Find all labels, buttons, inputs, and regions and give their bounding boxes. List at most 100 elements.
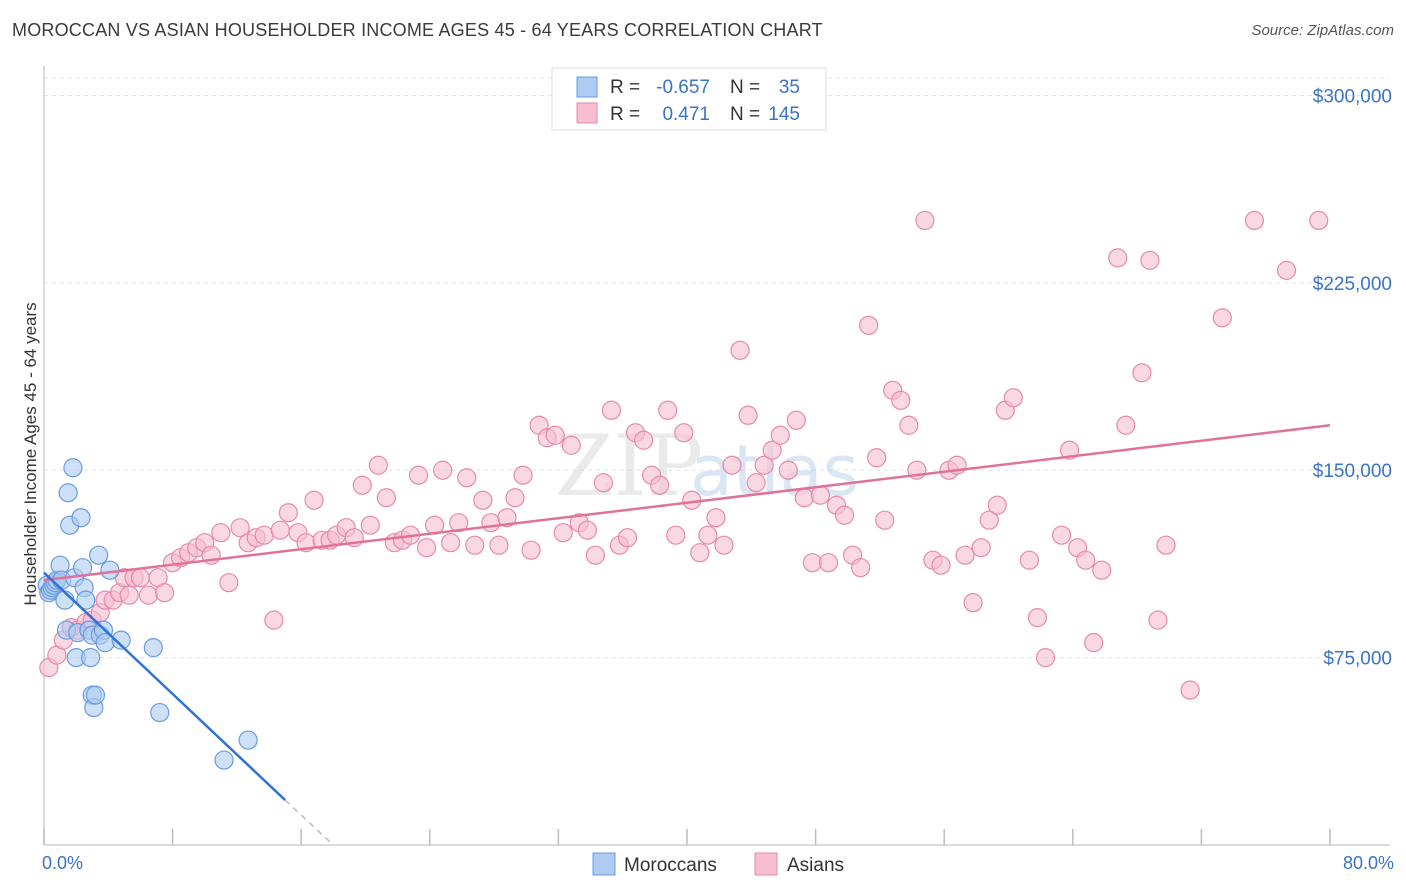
point-moroccans — [214, 750, 234, 770]
y-tick-label: $150,000 — [1313, 461, 1392, 482]
point-moroccans — [100, 560, 120, 580]
point-asians — [230, 518, 250, 538]
trend-lines — [43, 424, 1331, 846]
bottom-legend-swatch-moroccans — [592, 852, 616, 876]
y-axis-label: Householder Income Ages 45 - 64 years — [21, 302, 40, 605]
point-asians — [489, 535, 509, 555]
point-moroccans — [76, 590, 96, 610]
point-asians — [1019, 550, 1039, 570]
point-asians — [130, 568, 151, 588]
point-moroccans — [89, 545, 109, 565]
legend-r-value-asians: 0.471 — [662, 104, 710, 125]
point-asians — [802, 553, 822, 573]
point-asians — [818, 553, 839, 573]
point-asians — [1027, 608, 1048, 628]
point-asians — [497, 508, 517, 528]
legend-r-label: R = — [610, 77, 640, 98]
point-asians — [859, 315, 879, 335]
point-asians — [593, 473, 614, 493]
legend-n-label: N = — [730, 77, 760, 98]
point-asians — [867, 448, 887, 468]
point-asians — [698, 525, 718, 545]
legend-swatch-moroccans — [576, 76, 598, 98]
point-asians — [553, 523, 573, 543]
point-asians — [457, 468, 477, 488]
point-asians — [278, 503, 298, 523]
point-asians — [674, 423, 694, 443]
grid-lines — [44, 77, 1390, 659]
point-asians — [762, 440, 782, 460]
point-asians — [1276, 260, 1297, 280]
point-asians — [433, 460, 453, 480]
point-asians — [666, 525, 686, 545]
point-moroccans — [71, 508, 91, 528]
point-asians — [1132, 363, 1152, 383]
legend-r-value-moroccans: -0.657 — [656, 77, 710, 98]
point-moroccans — [150, 702, 170, 723]
point-asians — [270, 520, 290, 540]
point-asians — [706, 508, 726, 528]
x-tick-label-min: 0.0% — [42, 853, 83, 873]
trend-line-moroccans — [43, 571, 286, 801]
point-asians — [786, 410, 806, 430]
point-asians — [601, 400, 622, 420]
point-asians — [1140, 250, 1160, 270]
y-tick-label: $300,000 — [1313, 86, 1392, 107]
point-asians — [971, 538, 991, 558]
point-asians — [899, 415, 919, 435]
point-asians — [473, 490, 493, 510]
point-asians — [219, 573, 239, 593]
point-asians — [633, 430, 654, 450]
point-asians — [979, 510, 999, 530]
point-moroccans — [63, 458, 83, 478]
point-asians — [658, 400, 678, 420]
point-asians — [1156, 535, 1176, 555]
point-asians — [730, 340, 750, 360]
point-asians — [304, 490, 324, 510]
point-asians — [505, 488, 525, 508]
bottom-legend-label-asians: Asians — [787, 855, 844, 876]
point-asians — [891, 390, 911, 410]
point-asians — [119, 585, 139, 605]
point-asians — [1035, 648, 1056, 668]
point-asians — [1212, 308, 1232, 328]
legend-swatch-asians — [576, 102, 598, 124]
point-asians — [1059, 440, 1080, 460]
point-asians — [778, 460, 798, 480]
legend-box: R = -0.657 N = 35 R = 0.471 N = 145 — [551, 67, 827, 131]
point-asians — [368, 455, 388, 475]
x-tick-label-max: 80.0% — [1343, 853, 1394, 873]
point-asians — [211, 523, 231, 543]
point-asians — [1148, 610, 1168, 630]
point-asians — [738, 405, 758, 425]
point-asians — [138, 585, 159, 605]
point-asians — [834, 505, 855, 525]
point-asians — [1180, 680, 1200, 700]
point-asians — [875, 510, 895, 530]
axes — [43, 66, 1390, 846]
point-asians — [1076, 550, 1096, 570]
legend-n-label: N = — [730, 104, 760, 125]
point-asians — [449, 513, 469, 533]
point-asians — [1084, 633, 1104, 653]
y-tick-label: $225,000 — [1313, 274, 1392, 295]
point-asians — [360, 515, 380, 535]
point-asians — [416, 538, 437, 558]
point-asians — [810, 485, 831, 505]
bottom-legend-swatch-asians — [754, 852, 778, 876]
point-asians — [714, 535, 734, 555]
point-asians — [513, 465, 533, 485]
point-asians — [1092, 560, 1112, 580]
point-asians — [521, 540, 541, 560]
point-asians — [264, 610, 284, 630]
point-asians — [352, 475, 372, 495]
points-moroccans — [37, 458, 258, 770]
point-asians — [650, 475, 670, 495]
point-moroccans — [58, 483, 78, 503]
point-moroccans — [85, 685, 106, 705]
point-asians — [617, 528, 638, 548]
point-asians — [376, 488, 396, 508]
point-asians — [441, 533, 461, 553]
point-asians — [1116, 415, 1136, 435]
